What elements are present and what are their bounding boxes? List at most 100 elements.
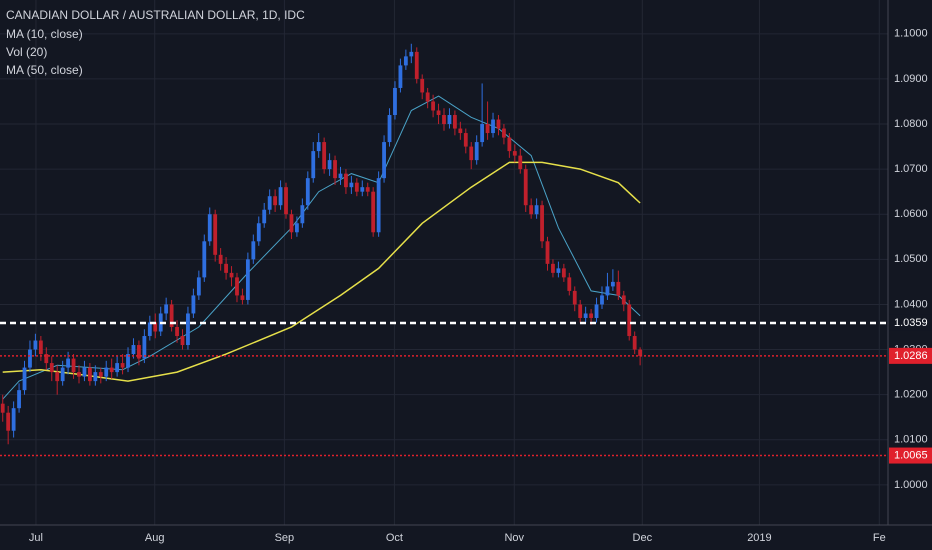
x-tick-label: Nov (504, 532, 524, 544)
candle-body (153, 322, 158, 332)
candle-body (583, 313, 588, 318)
candle-body (540, 205, 544, 242)
x-tick-label: Oct (386, 532, 403, 544)
candle-body (115, 363, 120, 373)
candle-body (164, 304, 169, 314)
candle-body (496, 119, 501, 129)
candle-body (452, 115, 457, 129)
candle-body (507, 137, 512, 152)
y-tick-label: 1.0100 (894, 434, 928, 446)
y-tick-label: 1.0800 (894, 118, 928, 130)
candle-body (224, 263, 228, 273)
candle-body (610, 281, 615, 287)
indicator-label: Vol (20) (6, 45, 47, 59)
candle-body (354, 182, 359, 192)
candle-body (344, 173, 348, 188)
candle-body (398, 65, 403, 88)
candle-body (545, 241, 550, 264)
plot (0, 43, 888, 457)
candle-body (627, 304, 632, 337)
candle-body (180, 336, 185, 346)
candle-body (109, 367, 114, 373)
x-tick-label: Dec (633, 532, 653, 544)
chart-title: CANADIAN DOLLAR / AUSTRALIAN DOLLAR, 1D,… (6, 8, 305, 22)
x-tick-label: 2019 (747, 532, 771, 544)
y-tick-label: 1.0500 (894, 253, 928, 265)
candle-body (333, 160, 337, 179)
candle-body (469, 146, 474, 161)
candle-body (447, 115, 452, 125)
candle-body (534, 205, 539, 215)
candle-body (605, 286, 610, 296)
candle-body (245, 259, 250, 300)
candle-body (11, 408, 16, 431)
moving-average-line (2, 161, 641, 382)
candle-body (186, 313, 190, 346)
price-label-box (889, 447, 932, 464)
candle-body (578, 304, 583, 318)
candle-body (202, 241, 207, 278)
candle-body (0, 403, 5, 413)
candle-body (349, 182, 354, 188)
indicator-label: MA (10, close) (6, 27, 83, 41)
candle-body (600, 295, 604, 305)
candle-body (142, 336, 147, 359)
candle-body (235, 277, 239, 296)
candle-body (300, 205, 305, 224)
candle-body (327, 160, 332, 170)
candle-body (393, 87, 397, 116)
candle-body (376, 178, 381, 233)
candle-body (387, 115, 392, 143)
candle-body (420, 78, 425, 93)
candle-body (273, 196, 278, 206)
candle-body (251, 241, 256, 260)
grid (0, 0, 888, 525)
candle-body (458, 128, 463, 134)
candle-body (126, 354, 130, 368)
candle-body (463, 133, 468, 147)
candle-body (82, 367, 87, 377)
candle-body (403, 56, 408, 66)
candle-body (256, 223, 261, 242)
candle-body (28, 349, 32, 368)
candle-body (17, 390, 21, 409)
candle-body (240, 295, 245, 300)
candle-body (561, 268, 566, 278)
candle-body (594, 304, 599, 318)
candle-body (409, 51, 414, 57)
candle-body (71, 358, 76, 373)
candle-body (213, 214, 218, 255)
candle-body (474, 142, 479, 161)
candle-body (137, 345, 141, 359)
candle-body (87, 367, 92, 382)
candle-body (147, 322, 152, 337)
price-label-box (889, 347, 932, 364)
candle-body (191, 295, 196, 314)
candle-body (621, 295, 626, 305)
x-tick-label: Sep (275, 532, 295, 544)
price-label: 1.0065 (894, 449, 928, 461)
x-tick-label: Jul (29, 532, 43, 544)
candle-body (589, 313, 593, 318)
candle-body (431, 101, 436, 111)
x-tick-label: Fe (873, 532, 886, 544)
candle-body (311, 151, 316, 179)
candle-body (284, 187, 288, 215)
candle-body (196, 277, 201, 296)
candle-body (529, 205, 534, 215)
candle-body (38, 340, 43, 355)
legend: CANADIAN DOLLAR / AUSTRALIAN DOLLAR, 1D,… (6, 8, 305, 77)
candle-body (616, 281, 621, 296)
candle-body (6, 412, 11, 431)
candle-body (93, 372, 98, 382)
candle-body (518, 155, 523, 170)
price-label-box (889, 314, 932, 331)
candle-body (218, 254, 223, 264)
candle-body (77, 372, 81, 377)
y-tick-label: 1.1000 (894, 28, 928, 40)
candle-body (632, 336, 637, 350)
candle-body (551, 263, 555, 273)
